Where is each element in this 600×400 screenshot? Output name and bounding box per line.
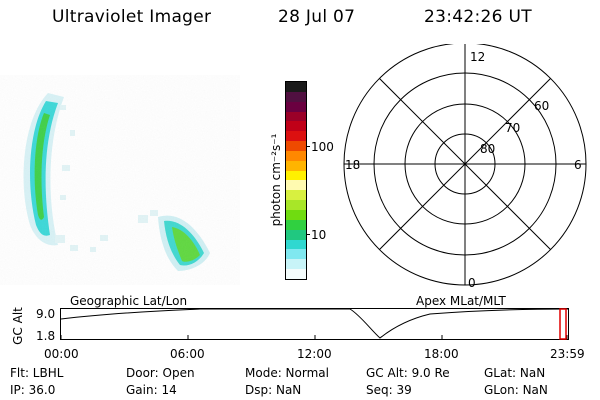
polar-label-18: 18 [345,158,360,172]
timeline-tick-0000: 00:00 [44,347,79,361]
image-speckle [0,75,240,285]
polar-meridian-diag2 [379,78,551,250]
colorbar-swatch [286,82,306,92]
colorbar-swatch [286,141,306,151]
colorbar-swatch [286,229,306,240]
colorbar-swatch [286,170,306,181]
time-label: 23:42:26 UT [424,7,532,27]
timeline-ylabel: GC Alt [11,307,25,345]
colorbar-swatch [286,150,306,161]
status-dsp: Dsp: NaN [245,383,302,397]
colorbar-swatch [286,190,306,201]
timeline-tick-2359: 23:59 [550,347,585,361]
colorbar-tick-10: 10 [311,228,327,242]
colorbar-tickmark-10 [306,234,310,235]
geographic-image [0,75,240,285]
polar-label-12: 12 [470,50,485,64]
colorbar [285,81,307,280]
timeline-ytick-top: 9.0 [36,307,56,321]
status-door: Door: Open [126,366,195,380]
colorbar-swatch [286,259,306,270]
polar-lat-70: 70 [505,121,520,135]
colorbar-swatch [286,101,306,112]
colorbar-swatch [286,269,306,279]
timeline-tick-1200: 12:00 [297,347,332,361]
colorbar-swatch [286,209,306,220]
instrument-title: Ultraviolet Imager [52,7,212,27]
polar-label-6: 6 [574,158,582,172]
timeline-tick-1800: 18:00 [424,347,459,361]
colorbar-tickmark-100 [306,146,310,147]
status-gain: Gain: 14 [126,383,177,397]
altitude-curve [60,308,569,339]
colorbar-swatch [286,200,306,210]
timeline-tick-0600: 06:00 [170,347,205,361]
timeline-right-title: Apex MLat/MLT [416,294,506,308]
colorbar-swatch [286,160,306,171]
status-glat: GLat: NaN [484,366,546,380]
current-time-marker[interactable] [559,308,567,340]
polar-plot: 12 18 6 0 80 70 60 [343,44,587,290]
polar-lat-60: 60 [534,99,549,113]
timeline-tickmarks [60,335,568,339]
status-seq: Seq: 39 [366,383,412,397]
colorbar-unit-label: photon cm⁻²s⁻¹ [269,133,283,227]
status-glon: GLon: NaN [484,383,548,397]
polar-lat-80: 80 [480,142,495,156]
colorbar-swatch [286,239,306,250]
colorbar-swatch [286,121,306,132]
colorbar-swatch [286,131,306,142]
colorbar-swatch [286,249,306,260]
polar-label-0: 0 [468,276,476,290]
colorbar-swatch [286,180,306,191]
status-ip: IP: 36.0 [10,383,56,397]
timeline-left-title: Geographic Lat/Lon [70,294,188,308]
timeline-ytick-bottom: 1.8 [36,329,56,343]
status-mode: Mode: Normal [245,366,329,380]
colorbar-swatch [286,219,306,230]
timeline-frame [60,308,569,340]
status-flt: Flt: LBHL [10,366,64,380]
altitude-timeline [60,308,569,340]
colorbar-swatch [286,91,306,102]
colorbar-tick-100: 100 [311,140,334,154]
status-gc-alt: GC Alt: 9.0 Re [366,366,450,380]
colorbar-swatch [286,111,306,122]
date-label: 28 Jul 07 [278,7,356,27]
